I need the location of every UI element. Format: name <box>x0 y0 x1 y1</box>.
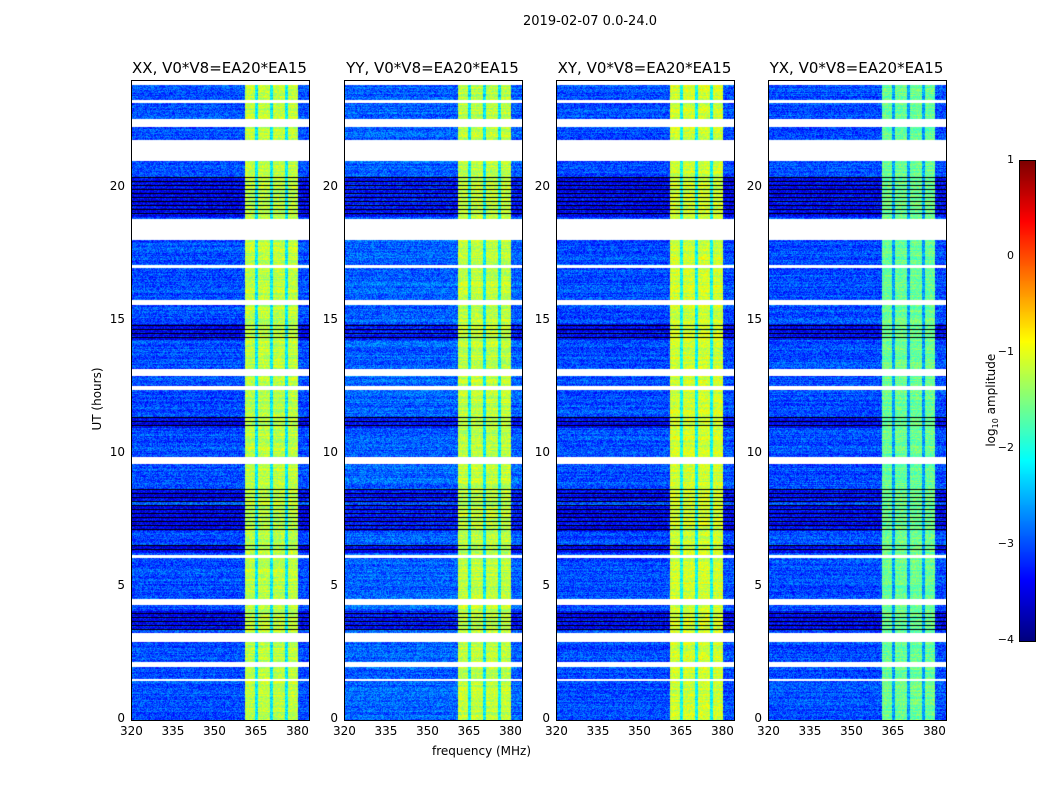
colorbar <box>1019 160 1036 642</box>
panel-title: YX, V0*V8=EA20*EA15 <box>769 59 944 77</box>
panel-title: YY, V0*V8=EA20*EA15 <box>346 59 519 77</box>
x-axis-label: frequency (MHz) <box>432 744 532 758</box>
x-tick-label: 380 <box>922 724 946 738</box>
x-tick-label: 320 <box>333 724 356 738</box>
y-tick-label: 10 <box>322 444 338 459</box>
colorbar-tick-label: 0 <box>1007 249 1014 262</box>
x-tick-label: 350 <box>202 724 226 738</box>
y-tick-label: 20 <box>534 178 550 193</box>
y-tick-label: 15 <box>534 311 550 326</box>
x-tick-label: 335 <box>586 724 610 738</box>
y-tick-label: 0 <box>330 711 338 725</box>
y-tick-label: 10 <box>534 444 550 459</box>
y-tick-label: 20 <box>109 178 125 193</box>
y-tick-label: 5 <box>330 577 338 592</box>
colorbar-tick-label: −4 <box>997 633 1014 646</box>
x-tick-label: 365 <box>244 724 268 738</box>
heatmap-panel <box>344 80 523 721</box>
y-tick-label: 10 <box>109 444 125 459</box>
x-tick-label: 380 <box>285 724 309 738</box>
x-tick-label: 350 <box>627 724 651 738</box>
y-axis-label: UT (hours) <box>90 367 104 431</box>
x-tick-label: 335 <box>161 724 185 738</box>
x-tick-label: 380 <box>710 724 734 738</box>
y-tick-label: 10 <box>746 444 762 459</box>
x-tick-label: 365 <box>457 724 481 738</box>
colorbar-tick-label: 1 <box>1007 153 1014 166</box>
panel-title: XX, V0*V8=EA20*EA15 <box>132 59 307 77</box>
x-tick-label: 380 <box>498 724 522 738</box>
x-tick-label: 320 <box>120 724 143 738</box>
x-tick-label: 365 <box>669 724 693 738</box>
panel-title: XY, V0*V8=EA20*EA15 <box>557 59 732 77</box>
x-tick-label: 350 <box>415 724 439 738</box>
colorbar-tick-label: −1 <box>997 345 1014 358</box>
y-tick-label: 0 <box>117 711 125 725</box>
colorbar-tick-label: −2 <box>997 441 1014 454</box>
heatmap-panel <box>768 80 947 721</box>
x-tick-label: 365 <box>881 724 905 738</box>
y-tick-label: 0 <box>754 711 762 725</box>
x-tick-label: 335 <box>798 724 822 738</box>
x-tick-label: 335 <box>374 724 398 738</box>
y-tick-label: 0 <box>542 711 550 725</box>
y-tick-label: 15 <box>322 311 338 326</box>
y-tick-label: 15 <box>746 311 762 326</box>
y-tick-label: 20 <box>746 178 762 193</box>
x-tick-label: 320 <box>757 724 780 738</box>
y-tick-label: 5 <box>542 577 550 592</box>
x-tick-label: 350 <box>839 724 863 738</box>
figure-title: 2019-02-07 0.0-24.0 <box>523 14 657 29</box>
y-tick-label: 15 <box>109 311 125 326</box>
x-tick-label: 320 <box>545 724 568 738</box>
heatmap-panel <box>131 80 310 721</box>
y-tick-label: 5 <box>117 577 125 592</box>
colorbar-label: log10 amplitude <box>983 353 1001 447</box>
colorbar-tick-label: −3 <box>997 537 1014 550</box>
heatmap-panel <box>556 80 735 721</box>
y-tick-label: 20 <box>322 178 338 193</box>
y-tick-label: 5 <box>754 577 762 592</box>
